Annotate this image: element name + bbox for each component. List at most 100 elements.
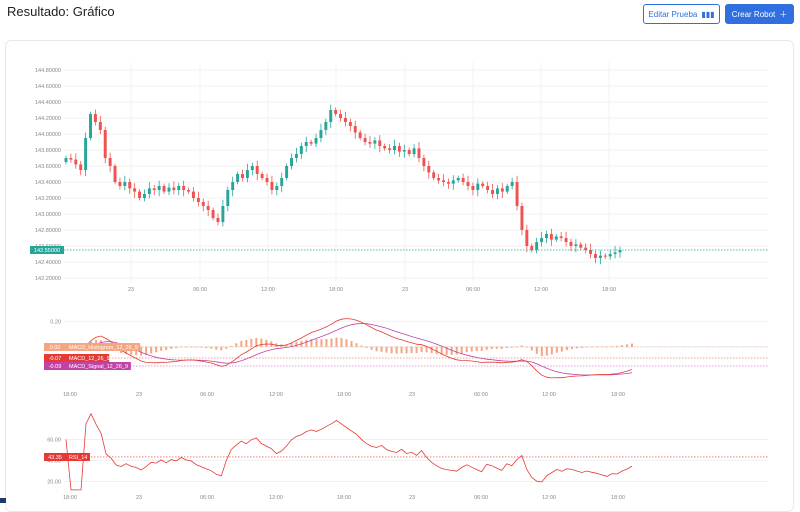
candle-body [89, 114, 92, 138]
candle-body [196, 198, 200, 202]
macd-hist-bar [410, 346, 413, 354]
candle-body [118, 182, 122, 186]
macd-hist-bar [610, 346, 613, 347]
candle-body [138, 191, 142, 198]
rsi-tick-label: 20.00 [47, 480, 61, 486]
edit-test-button[interactable]: Editar Prueba ▮▮▮ [643, 4, 720, 24]
macd-hist-bar [490, 346, 493, 350]
macd-time-label: 12:00 [542, 392, 556, 398]
macd-hist-bar [215, 346, 218, 350]
price-tick-label: 143.60000 [35, 164, 61, 170]
macd-hist-bar [265, 339, 268, 347]
candle-body [123, 182, 127, 186]
macd-hist-bar [400, 346, 403, 354]
macd-time-label: 12:00 [269, 392, 283, 398]
candle-body [172, 187, 176, 190]
candle-body [417, 148, 421, 158]
candle-body [294, 154, 298, 158]
macd-hist-bar [250, 338, 253, 347]
candle-body [280, 178, 284, 186]
macd-hist-bar [230, 345, 233, 347]
price-tick-label: 144.60000 [35, 84, 61, 90]
candle-body [299, 146, 303, 154]
candle-body [613, 252, 617, 254]
candle-body [69, 158, 73, 160]
macd-hist-bar [445, 346, 448, 355]
macd-hist-bar [440, 346, 443, 355]
price-tick-label: 142.20000 [35, 276, 61, 282]
time-tick-label: 18:00 [329, 287, 343, 293]
price-tick-label: 144.20000 [35, 116, 61, 122]
candle-body [505, 186, 509, 192]
macd-hist-bar [450, 346, 453, 355]
candle-body [147, 188, 151, 194]
candle-body [427, 166, 431, 173]
price-tick-label: 144.00000 [35, 132, 61, 138]
time-tick-label: 12:00 [261, 287, 275, 293]
candle-body [476, 183, 480, 190]
macd-hist-bar [625, 344, 628, 347]
candle-body [383, 146, 387, 149]
macd-signal-value: -0.09 [49, 364, 62, 370]
candle-body [167, 187, 171, 192]
macd-hist-bar [415, 346, 418, 353]
macd-time-label: 18:00 [337, 392, 351, 398]
macd-hist-bar [460, 346, 463, 354]
macd-tick-label: 0.20 [50, 319, 61, 325]
macd-hist-bar [330, 338, 333, 347]
rsi-time-label: 18:00 [611, 495, 625, 501]
candle-body [339, 114, 343, 118]
candle-body [358, 132, 362, 138]
candle-body [471, 186, 475, 190]
candle-body [206, 206, 210, 210]
candle-body [226, 190, 230, 206]
rsi-time-label: 06:00 [474, 495, 488, 501]
candle-body [314, 138, 318, 144]
candle-body [535, 242, 539, 250]
macd-hist-bar [580, 346, 583, 348]
last-price-tag [30, 246, 64, 254]
candle-body [451, 180, 455, 184]
macd-hist-bar [205, 346, 208, 349]
macd-hist-bar [290, 343, 293, 347]
macd-value: -0.07 [49, 356, 62, 362]
macd-hist-bar [465, 346, 468, 353]
macd-hist-bar [210, 346, 213, 349]
macd-signal-label: MACD_Signal_12_26_9 [69, 364, 128, 370]
macd-time-label: 06:00 [200, 392, 214, 398]
rsi-time-label: 23 [136, 495, 142, 501]
create-robot-label: Crear Robot [731, 9, 776, 19]
candle-body [64, 158, 68, 162]
candle-body [324, 122, 328, 130]
macd-hist-bar [340, 337, 343, 347]
candle-body [191, 191, 195, 198]
macd-hist-bar [240, 340, 243, 347]
candle-body [343, 118, 347, 122]
macd-time-label: 18:00 [611, 392, 625, 398]
candle-body [579, 244, 583, 248]
macd-hist-bar [145, 346, 148, 355]
price-tick-label: 142.40000 [35, 260, 61, 266]
candle-body [446, 182, 450, 184]
macd-hist-value: 0.02 [50, 345, 61, 351]
candle-body [162, 186, 166, 192]
create-robot-button[interactable]: Crear Robot ＋ [725, 4, 794, 24]
candle-body [442, 180, 445, 182]
candle-body [525, 230, 529, 246]
macd-hist-bar [185, 346, 188, 348]
rsi-time-label: 18:00 [63, 495, 77, 501]
candle-body [584, 247, 588, 250]
time-tick-label: 06:00 [466, 287, 480, 293]
candle-body [309, 142, 313, 144]
macd-hist-bar [220, 346, 223, 351]
candle-body [255, 166, 259, 174]
price-tick-label: 143.80000 [35, 148, 61, 154]
macd-hist-bar [375, 346, 378, 352]
macd-hist-bar [430, 346, 433, 354]
candle-body [103, 130, 107, 158]
rsi-line [65, 412, 633, 491]
macd-hist-bar [435, 346, 438, 354]
macd-hist-bar [475, 346, 478, 352]
candle-body [456, 178, 460, 181]
